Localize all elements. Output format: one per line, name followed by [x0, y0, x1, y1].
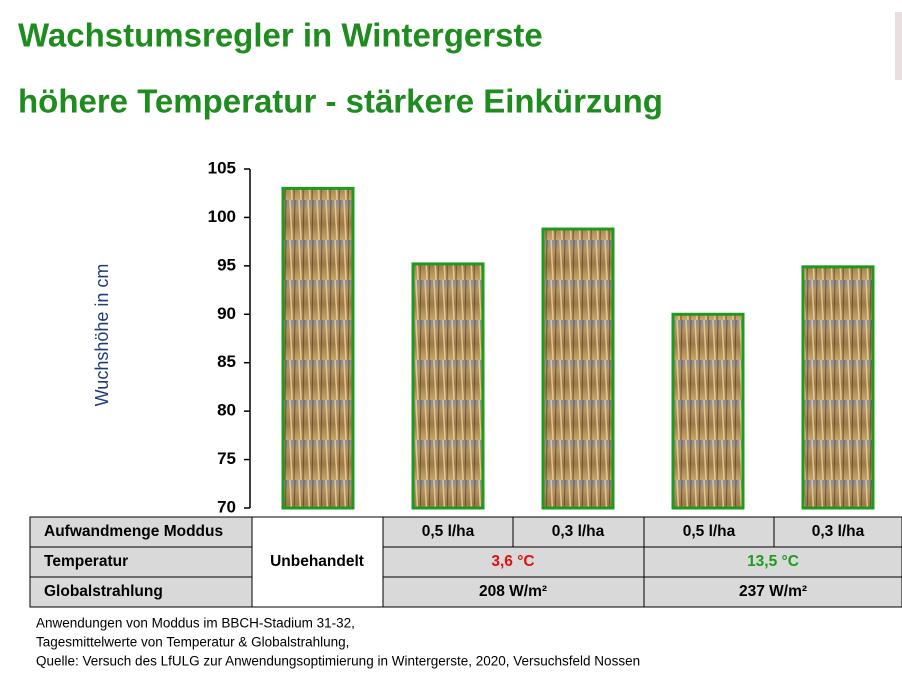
cell: [643, 576, 902, 608]
cell-text: 0,3 l/ha: [552, 523, 605, 540]
row-label: Aufwandmenge Moddus: [44, 523, 223, 540]
cell: [643, 546, 902, 578]
logo-fragment: [895, 12, 902, 80]
cell: [773, 516, 902, 548]
cell-text: 3,6 °C: [491, 553, 534, 570]
bar: [541, 227, 615, 510]
cell: [251, 516, 384, 608]
control-label: Unbehandelt: [270, 553, 364, 570]
cell-text: 0,5 l/ha: [422, 523, 475, 540]
y-tick-label: 70: [217, 497, 236, 516]
plot: 70 75 80 85 90 95 100 105: [208, 158, 875, 516]
row-label: Globalstrahlung: [44, 583, 163, 600]
cell: [512, 516, 645, 548]
y-tick-label: 90: [217, 304, 236, 323]
subtitle: höhere Temperatur - stärkere Einkürzung: [18, 83, 663, 120]
bar: [411, 262, 485, 510]
cell-text: 13,5 °C: [747, 553, 799, 570]
y-tick-label: 100: [208, 207, 236, 226]
table: Aufwandmenge Moddus Temperatur Globalstr…: [29, 516, 902, 608]
title: Wachstumsregler in Wintergerste: [18, 17, 543, 54]
cell: [643, 516, 775, 548]
y-tick-label: 75: [217, 449, 236, 468]
y-axis-label: Wuchshöhe in cm: [92, 264, 112, 407]
y-tick-label: 105: [208, 158, 236, 177]
bar: [671, 312, 745, 510]
cell-text: 237 W/m²: [739, 583, 807, 600]
bar: [801, 265, 875, 510]
row-label: Temperatur: [44, 553, 128, 570]
cell-text: 208 W/m²: [479, 583, 547, 600]
bar: [281, 186, 355, 510]
y-tick-label: 95: [217, 255, 236, 274]
y-tick-label: 80: [217, 401, 236, 420]
cell-text: 0,3 l/ha: [812, 523, 865, 540]
footnote: Anwendungen von Moddus im BBCH-Stadium 3…: [36, 616, 355, 631]
footnote: Quelle: Versuch des LfULG zur Anwendungs…: [36, 654, 640, 669]
y-tick-label: 85: [217, 352, 236, 371]
cell: [382, 576, 645, 608]
footnote: Tagesmittelwerte von Temperatur & Global…: [36, 635, 349, 650]
cell-text: 0,5 l/ha: [683, 523, 736, 540]
cell: [29, 576, 253, 608]
